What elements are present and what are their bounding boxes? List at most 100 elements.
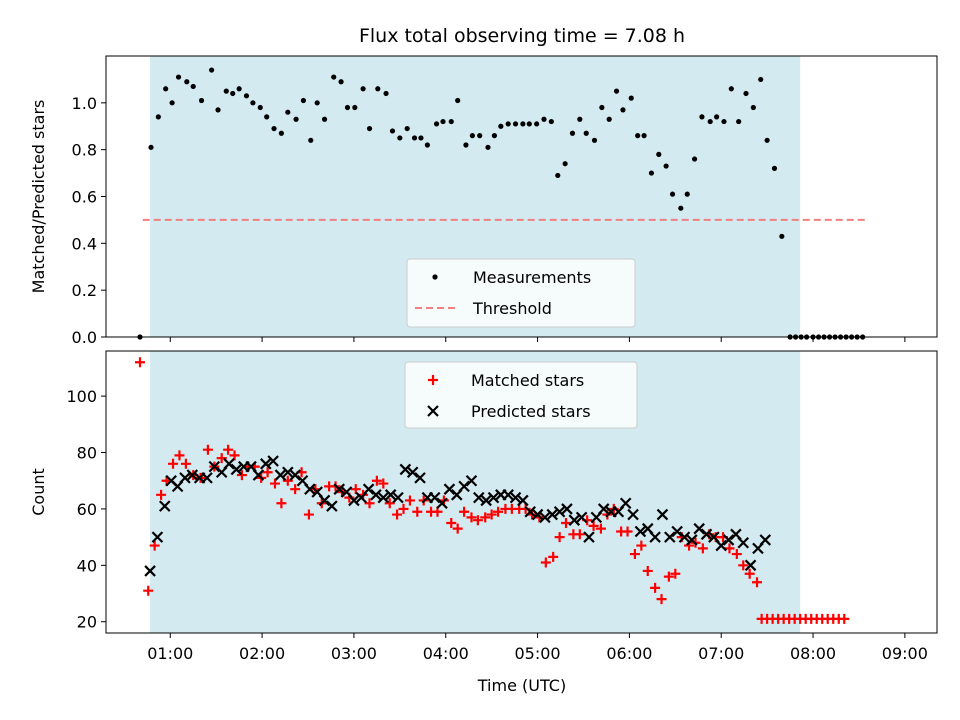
data-point [184,79,190,85]
data-point [731,549,742,560]
data-point [186,469,199,481]
data-point [520,121,526,127]
data-point [505,121,511,127]
data-point [148,144,154,150]
data-point [134,357,145,368]
data-point [764,137,770,143]
data-point [628,95,634,101]
data-point [397,135,403,141]
y-axis-label: Count [29,468,48,516]
x-tick-label: 01:00 [147,644,193,663]
data-point [642,565,653,576]
data-point [622,526,633,537]
y-tick-label: 0.6 [72,188,97,207]
data-point [455,97,461,104]
data-point [331,74,337,80]
data-point [466,512,477,523]
x-tick-label: 08:00 [790,644,836,663]
data-point [498,123,504,129]
data-point [282,475,293,486]
data-point [531,508,544,521]
data-point [300,97,307,104]
data-point [257,104,263,111]
chart-title: Flux total observing time = 7.08 h [359,25,685,47]
data-point [169,100,175,106]
data-point [392,509,403,520]
data-point [229,450,240,461]
data-point [469,133,475,139]
data-point [149,540,160,551]
data-point [524,505,537,518]
data-point [252,469,265,481]
legend-swatch [432,274,438,280]
data-point [641,133,647,139]
data-point [744,559,757,572]
data-point [352,104,358,111]
data-point [583,130,589,136]
data-point [383,90,389,97]
x-axis-label: Time (UTC) [477,676,566,695]
data-point [738,560,749,571]
data-point [750,104,756,111]
data-point [158,500,171,512]
data-point [180,458,191,469]
legend-swatch [428,375,438,385]
data-point [671,525,683,538]
data-point [163,86,169,92]
data-point [620,107,626,113]
data-point [691,156,698,162]
data-point [574,529,585,540]
legend-swatch [427,405,439,417]
data-point [487,491,500,504]
data-point [629,549,640,560]
data-point [208,67,215,73]
data-point [606,116,612,122]
data-point [404,125,410,132]
data-point [156,489,167,500]
data-point [384,489,397,501]
x-tick-label: 07:00 [698,644,744,663]
data-point [663,163,669,169]
data-point [348,494,360,507]
data-point [472,515,483,526]
data-point [648,170,655,176]
data-point [779,233,785,239]
data-point [463,142,469,148]
data-point [686,534,698,546]
x-tick-label: 02:00 [239,644,285,663]
data-point [477,133,483,139]
data-point [539,511,551,524]
data-point [597,503,610,515]
data-point [392,491,404,504]
data-point [202,444,213,455]
data-point [555,172,561,179]
data-point [568,514,581,526]
data-point [759,534,772,546]
data-point [678,531,691,543]
data-point [707,118,713,125]
axes-frame [105,350,938,634]
data-point [190,83,196,90]
data-point [486,509,497,520]
legend-label: Measurements [473,268,591,287]
data-point [562,161,568,167]
data-point [526,121,532,127]
data-point [693,522,705,535]
data-point [362,483,375,495]
data-point [243,93,250,99]
data-point [267,455,279,467]
data-point [264,114,270,120]
y-tick-label: 1.0 [72,94,97,113]
data-point [491,133,498,139]
data-point [517,494,529,507]
y-tick-label: 0.0 [72,328,97,347]
data-point [428,491,441,504]
data-point [664,531,676,543]
data-point [236,86,242,92]
data-point [338,79,344,85]
data-point [678,205,684,211]
x-tick-label: 04:00 [423,644,469,663]
data-point [276,498,287,509]
data-point [697,543,708,554]
data-point [304,483,316,495]
